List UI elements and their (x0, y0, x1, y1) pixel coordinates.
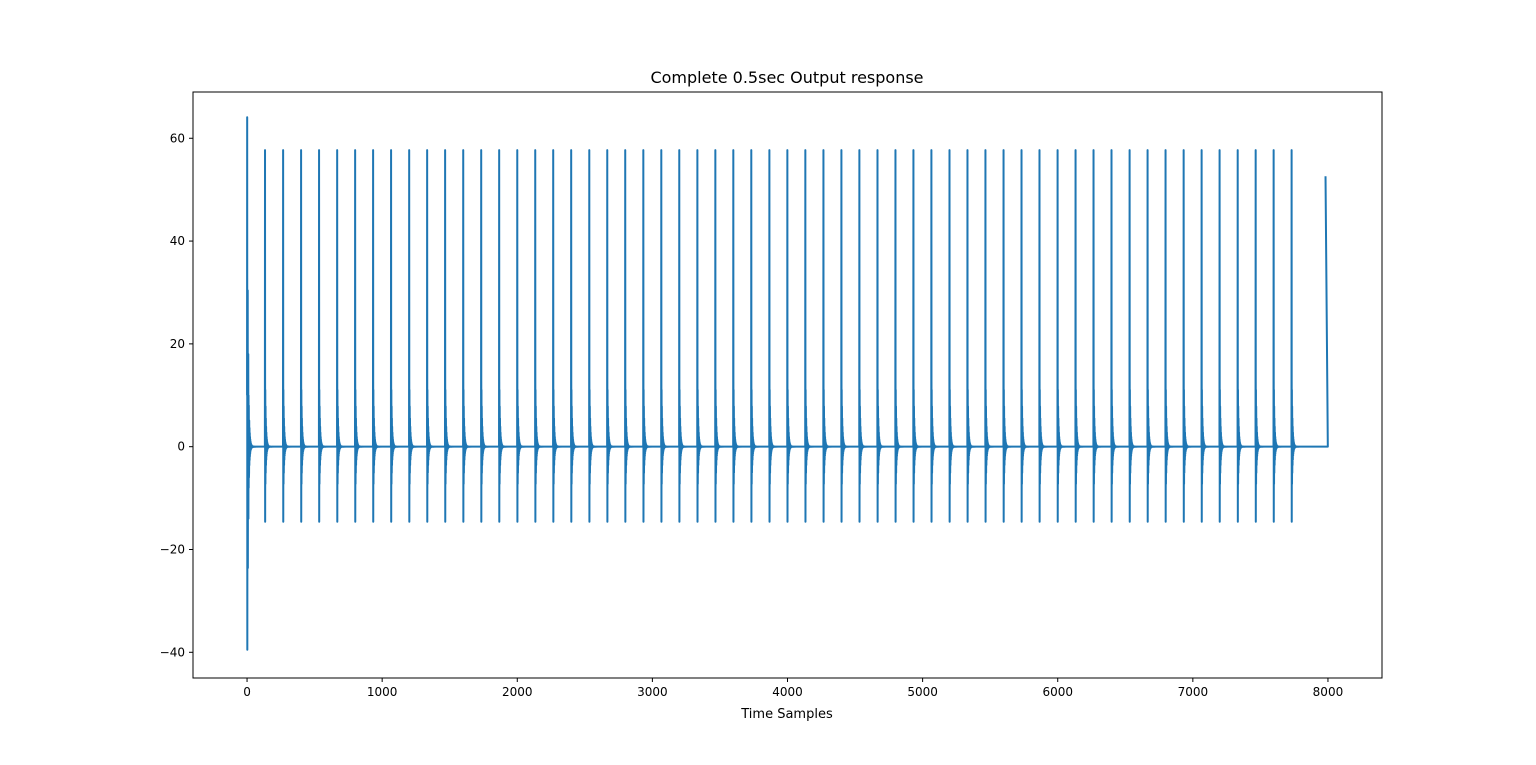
y-tick-label: −20 (160, 542, 185, 556)
x-axis-ticks: 0 1000 2000 3000 4000 5000 6000 7000 8000 (243, 678, 1343, 699)
output-response-line (246, 116, 1329, 651)
chart-title: Complete 0.5sec Output response (650, 68, 923, 87)
x-tick-label: 2000 (502, 685, 533, 699)
y-tick-label: 40 (170, 234, 185, 248)
x-tick-label: 4000 (772, 685, 803, 699)
x-tick-label: 0 (243, 685, 251, 699)
x-tick-label: 8000 (1313, 685, 1344, 699)
x-tick-label: 5000 (907, 685, 938, 699)
x-tick-label: 1000 (367, 685, 398, 699)
y-tick-label: 0 (177, 440, 185, 454)
x-tick-label: 6000 (1042, 685, 1073, 699)
x-tick-label: 3000 (637, 685, 668, 699)
plot-area (246, 116, 1329, 651)
y-axis-ticks: −40 −20 0 20 40 60 (160, 131, 193, 659)
y-tick-label: 60 (170, 131, 185, 145)
axes-frame (192, 91, 1383, 679)
x-tick-label: 7000 (1178, 685, 1209, 699)
y-tick-label: 20 (170, 337, 185, 351)
x-axis-label: Time Samples (740, 707, 833, 722)
y-tick-label: −40 (160, 645, 185, 659)
